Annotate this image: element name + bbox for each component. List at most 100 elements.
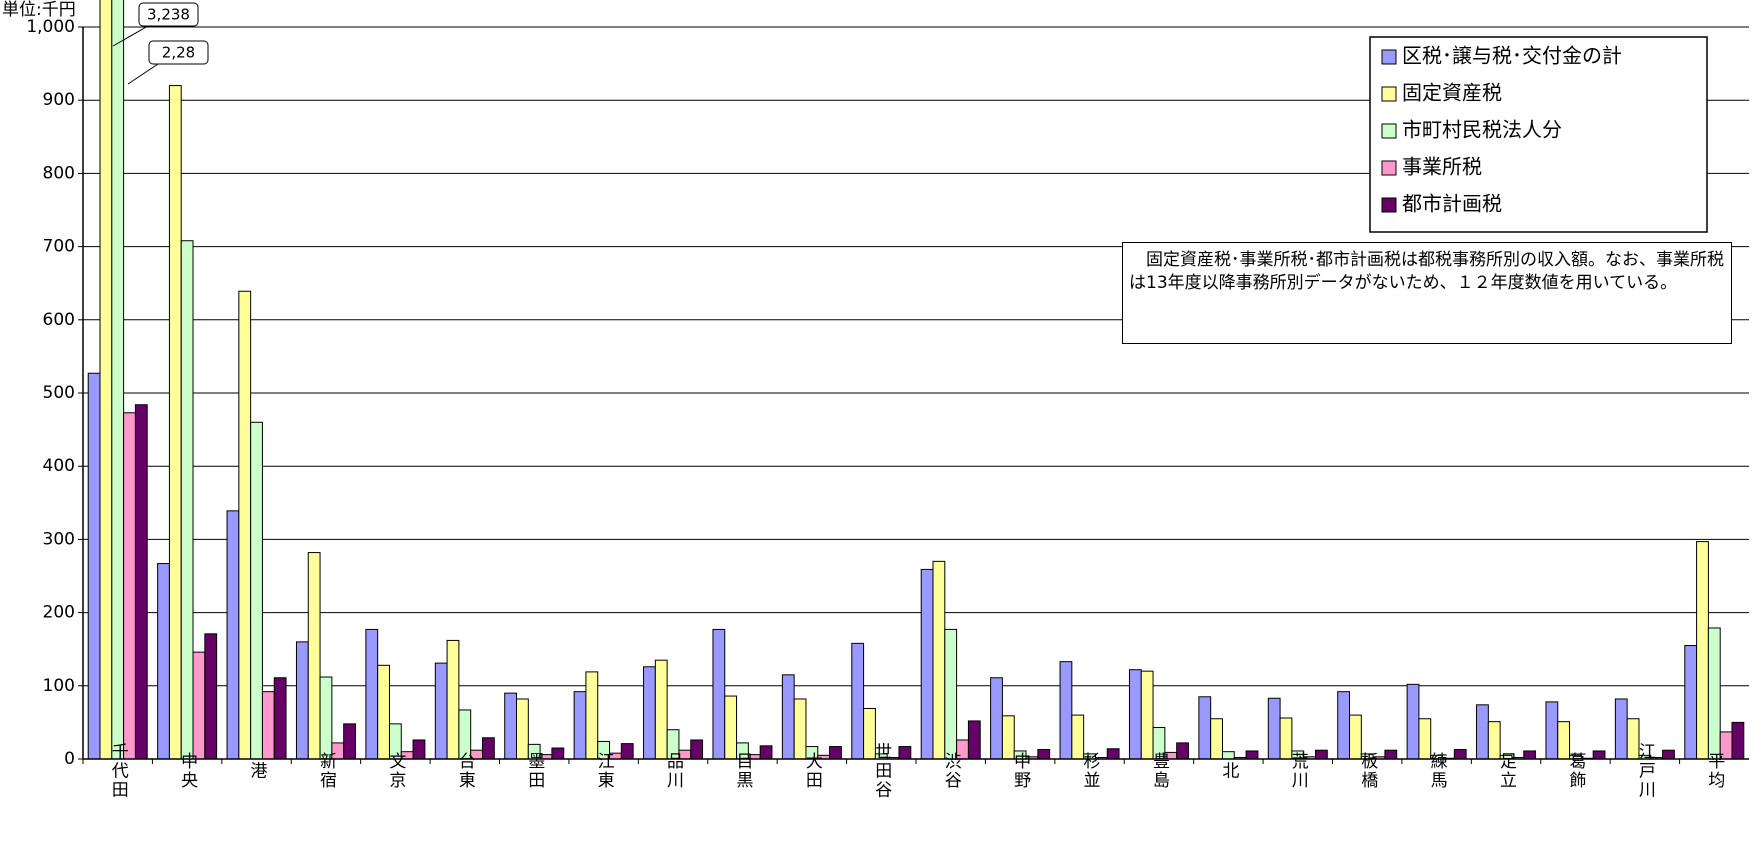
bar bbox=[1545, 701, 1559, 760]
bar bbox=[1662, 749, 1675, 760]
bar bbox=[829, 746, 842, 760]
bar bbox=[1731, 721, 1745, 760]
bar bbox=[168, 85, 182, 760]
bar bbox=[250, 421, 263, 760]
bar bbox=[157, 563, 170, 760]
x-tick-label: 江東 bbox=[594, 752, 615, 790]
x-tick-label: 足立 bbox=[1496, 752, 1517, 790]
bar bbox=[1406, 683, 1420, 760]
bar bbox=[1176, 742, 1189, 760]
bar bbox=[1106, 748, 1120, 760]
bar bbox=[261, 691, 275, 760]
bar bbox=[226, 510, 240, 760]
x-tick-label: 杉並 bbox=[1080, 752, 1101, 790]
bar bbox=[365, 628, 379, 760]
bar bbox=[134, 404, 148, 760]
bar bbox=[1384, 749, 1398, 760]
x-tick-label: 荒川 bbox=[1288, 752, 1309, 790]
bar bbox=[1592, 750, 1606, 760]
bar bbox=[551, 747, 565, 760]
bar bbox=[1221, 751, 1235, 760]
x-tick-label: 大田 bbox=[802, 752, 823, 790]
legend-label: 事業所税 bbox=[1402, 155, 1482, 179]
bar bbox=[1453, 748, 1467, 760]
y-axis-label: 単位:千円 bbox=[2, 0, 76, 20]
x-tick-label: 平均 bbox=[1704, 752, 1725, 790]
x-tick-label: 世田谷 bbox=[871, 742, 892, 799]
bar bbox=[1128, 669, 1142, 760]
legend-swatch bbox=[1381, 160, 1397, 176]
bar bbox=[1614, 698, 1628, 760]
bar bbox=[851, 642, 865, 760]
bar bbox=[87, 372, 101, 760]
y-tick-label: 400 bbox=[43, 456, 75, 476]
x-tick-label: 目黒 bbox=[732, 752, 753, 790]
bar bbox=[1198, 696, 1212, 760]
bar bbox=[273, 677, 287, 760]
x-tick-label: 北 bbox=[1218, 761, 1239, 780]
bar bbox=[377, 664, 390, 760]
callout-label: 3,238 bbox=[147, 6, 190, 24]
callout-box bbox=[148, 40, 209, 65]
bar bbox=[690, 739, 704, 760]
legend-label: 固定資産税 bbox=[1402, 81, 1502, 105]
bar bbox=[1523, 750, 1537, 760]
bar bbox=[898, 746, 912, 760]
callout-pointer bbox=[127, 63, 159, 85]
callout-pointer bbox=[112, 25, 149, 47]
bar bbox=[620, 743, 634, 760]
bar bbox=[481, 737, 495, 760]
bar bbox=[343, 723, 356, 760]
bar bbox=[724, 695, 738, 760]
bar bbox=[516, 698, 529, 760]
bar bbox=[585, 671, 599, 760]
bar bbox=[1684, 645, 1698, 760]
x-tick-label: 中央 bbox=[177, 752, 198, 790]
bar bbox=[643, 666, 656, 760]
bar bbox=[504, 692, 518, 760]
legend-swatch bbox=[1381, 49, 1397, 65]
x-tick-label: 台東 bbox=[455, 752, 476, 790]
bars bbox=[87, 0, 1745, 760]
x-tick-label: 中野 bbox=[1010, 752, 1031, 790]
y-tick-label: 0 bbox=[64, 749, 75, 769]
x-tick-label: 練馬 bbox=[1427, 752, 1448, 790]
legend-box bbox=[1369, 36, 1708, 233]
y-tick-label: 700 bbox=[43, 237, 75, 257]
bar bbox=[944, 628, 958, 760]
x-tick-label: 墨田 bbox=[524, 752, 545, 790]
bar bbox=[967, 720, 981, 760]
bar bbox=[295, 641, 309, 760]
y-tick-label: 300 bbox=[43, 529, 75, 549]
bar bbox=[1267, 697, 1281, 760]
x-tick-label: 豊島 bbox=[1149, 752, 1170, 790]
bar bbox=[1707, 627, 1721, 760]
y-tick-label: 100 bbox=[43, 676, 75, 696]
bar bbox=[319, 676, 333, 760]
bar bbox=[1140, 670, 1154, 760]
bar bbox=[192, 651, 206, 760]
bar bbox=[920, 568, 934, 760]
bar bbox=[1245, 750, 1259, 760]
x-tick-label: 千代田 bbox=[108, 742, 129, 799]
y-tick-label: 800 bbox=[43, 163, 75, 183]
y-tick-label: 500 bbox=[43, 383, 75, 403]
bar bbox=[111, 0, 125, 760]
note: 固定資産税･事業所税･都市計画税は都税事務所別の収入額。なお、事業所税は13年度… bbox=[1122, 242, 1732, 344]
bar bbox=[446, 639, 460, 760]
legend-swatch bbox=[1381, 123, 1397, 139]
bar bbox=[1314, 749, 1328, 760]
bar bbox=[654, 659, 668, 760]
y-tick-label: 1,000 bbox=[26, 17, 75, 37]
callout-box bbox=[138, 2, 199, 27]
bar bbox=[1037, 748, 1051, 760]
bar bbox=[990, 677, 1003, 760]
x-tick-label: 江戸川 bbox=[1635, 742, 1656, 799]
bar bbox=[180, 240, 194, 760]
legend-label: 市町村民税法人分 bbox=[1402, 118, 1562, 142]
x-tick-label: 品川 bbox=[663, 752, 684, 790]
bar bbox=[238, 290, 252, 760]
legend-label: 都市計画税 bbox=[1402, 192, 1502, 216]
